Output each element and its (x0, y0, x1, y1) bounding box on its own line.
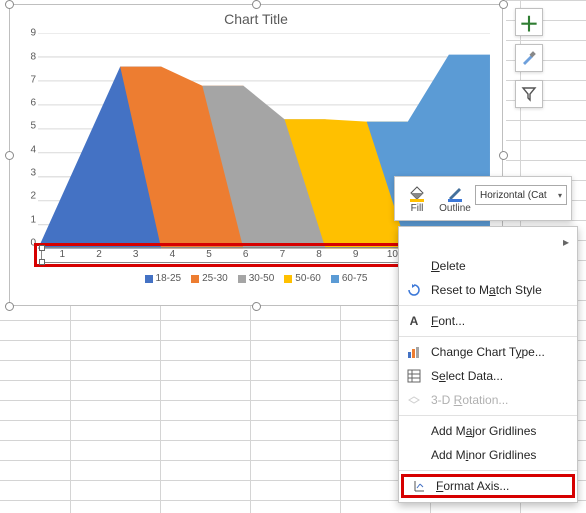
menu-item: ▸ (399, 230, 577, 254)
legend-swatch (284, 275, 292, 283)
resize-handle[interactable] (252, 302, 261, 311)
y-tick: 7 (30, 74, 36, 85)
legend-item[interactable]: 18-25 (145, 273, 182, 284)
menu-format-axis[interactable]: Format Axis... (401, 474, 575, 498)
font-icon: A (405, 314, 423, 328)
menu-reset-to-match-style[interactable]: Reset to Match Style (399, 278, 577, 302)
outline-label: Outline (439, 203, 471, 214)
legend-swatch (145, 275, 153, 283)
select-data-icon (405, 369, 423, 383)
x-tick: 1 (44, 249, 81, 261)
submenu-arrow-icon: ▸ (563, 235, 569, 249)
y-tick: 4 (30, 144, 36, 155)
paintbrush-icon (520, 49, 538, 67)
fill-label: Fill (401, 203, 433, 214)
legend-item[interactable]: 60-75 (331, 273, 368, 284)
fill-button[interactable]: Fill (399, 181, 435, 216)
x-tick: 4 (154, 249, 191, 261)
menu-3d-rotation: 3-D Rotation... (399, 388, 577, 412)
menu-label: Font... (431, 314, 465, 328)
chevron-down-icon: ▾ (558, 191, 562, 200)
chart-element-combo[interactable]: Horizontal (Cat ▾ (475, 185, 567, 205)
legend-label: 50-60 (295, 273, 321, 284)
legend-label: 25-30 (202, 273, 228, 284)
mini-toolbar: Fill Outline Horizontal (Cat ▾ (394, 176, 572, 221)
menu-add-minor-gridlines[interactable]: Add Minor Gridlines (399, 443, 577, 467)
resize-handle[interactable] (252, 0, 261, 9)
legend-label: 18-25 (156, 273, 182, 284)
menu-separator (399, 336, 577, 337)
legend-item[interactable]: 30-50 (238, 273, 275, 284)
resize-handle[interactable] (5, 0, 14, 9)
x-tick: 6 (227, 249, 264, 261)
pen-icon (439, 183, 471, 203)
x-tick: 9 (337, 249, 374, 261)
outline-button[interactable]: Outline (437, 181, 473, 216)
menu-add-major-gridlines[interactable]: Add Major Gridlines (399, 419, 577, 443)
x-tick: 2 (81, 249, 118, 261)
plus-icon: ＋ (519, 8, 539, 37)
menu-label: Add Minor Gridlines (431, 448, 536, 462)
legend-item[interactable]: 25-30 (191, 273, 228, 284)
x-tick: 8 (301, 249, 338, 261)
y-tick: 8 (30, 51, 36, 62)
resize-handle[interactable] (499, 0, 508, 9)
reset-icon (405, 283, 423, 297)
chart-elements-button[interactable]: ＋ (515, 8, 543, 36)
menu-separator (399, 415, 577, 416)
paint-bucket-icon (401, 183, 433, 203)
resize-handle[interactable] (499, 151, 508, 160)
menu-separator (399, 470, 577, 471)
resize-handle[interactable] (5, 302, 14, 311)
rotation-3d-icon (405, 393, 423, 407)
chart-styles-button[interactable] (515, 44, 543, 72)
y-tick: 5 (30, 121, 36, 132)
chart-type-icon (405, 345, 423, 359)
legend-swatch (331, 275, 339, 283)
menu-label: Change Chart Type... (431, 345, 545, 359)
menu-label: 3-D Rotation... (431, 393, 508, 407)
menu-label: Delete (431, 259, 466, 273)
y-tick: 9 (30, 28, 36, 39)
menu-label: Select Data... (431, 369, 503, 383)
legend-label: 30-50 (249, 273, 275, 284)
x-tick: 3 (117, 249, 154, 261)
legend-swatch (238, 275, 246, 283)
menu-delete[interactable]: Delete (399, 254, 577, 278)
y-tick: 2 (30, 191, 36, 202)
x-tick: 5 (191, 249, 228, 261)
menu-select-data[interactable]: Select Data... (399, 364, 577, 388)
context-menu: ▸ Delete Reset to Match Style A Font... … (398, 226, 578, 503)
menu-separator (399, 305, 577, 306)
legend-swatch (191, 275, 199, 283)
legend-label: 60-75 (342, 273, 368, 284)
menu-change-chart-type[interactable]: Change Chart Type... (399, 340, 577, 364)
y-tick: 3 (30, 168, 36, 179)
combo-value: Horizontal (Cat (480, 190, 547, 201)
funnel-icon (521, 86, 537, 102)
y-tick: 6 (30, 98, 36, 109)
format-axis-icon (410, 479, 428, 493)
x-tick: 7 (264, 249, 301, 261)
chart-filters-button[interactable] (515, 80, 543, 108)
legend-item[interactable]: 50-60 (284, 273, 321, 284)
y-axis[interactable]: 0 1 2 3 4 5 6 7 8 9 (20, 33, 36, 243)
menu-label: Format Axis... (436, 479, 509, 493)
menu-label: Add Major Gridlines (431, 424, 536, 438)
y-tick: 1 (30, 214, 36, 225)
menu-label: Reset to Match Style (431, 283, 542, 297)
menu-font[interactable]: A Font... (399, 309, 577, 333)
resize-handle[interactable] (5, 151, 14, 160)
